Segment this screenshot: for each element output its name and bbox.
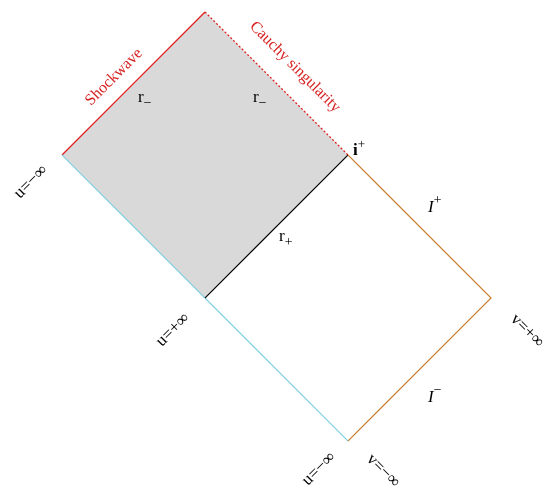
v-minus-inf-label: v=−∞ bbox=[363, 449, 405, 491]
label-base: i bbox=[353, 140, 358, 159]
cauchy-line bbox=[204, 11, 349, 156]
r-minus-label: r− bbox=[253, 87, 267, 111]
shockwave-line bbox=[61, 11, 206, 156]
label-base: r bbox=[279, 226, 285, 245]
label-sub: − bbox=[259, 96, 267, 111]
v-plus-inf-label: v=+∞ bbox=[507, 309, 547, 351]
label-base: r bbox=[138, 87, 144, 106]
scri-plus-label: I+ bbox=[427, 193, 442, 216]
label-base: I bbox=[427, 387, 435, 406]
r-plus-label: r+ bbox=[279, 226, 293, 250]
i-plus-label: i+ bbox=[353, 136, 365, 159]
label-sup: + bbox=[434, 193, 442, 208]
u-minus-inf-label: u=−∞ bbox=[297, 447, 339, 489]
label-base: r bbox=[253, 87, 259, 106]
label-sup: − bbox=[434, 383, 442, 398]
label-sub: − bbox=[144, 96, 152, 111]
horizon-line bbox=[204, 154, 349, 299]
label-sup: + bbox=[358, 136, 365, 151]
scri-minus-label: I− bbox=[427, 383, 442, 406]
u-minus-inf-label: u=−∞ bbox=[9, 160, 51, 202]
r-minus-label: r− bbox=[138, 87, 152, 111]
interior-region bbox=[62, 12, 348, 298]
label-sub: + bbox=[285, 235, 293, 250]
scri-line bbox=[347, 154, 492, 442]
label-base: I bbox=[427, 197, 435, 216]
u-plus-inf-label: u=+∞ bbox=[151, 308, 193, 350]
